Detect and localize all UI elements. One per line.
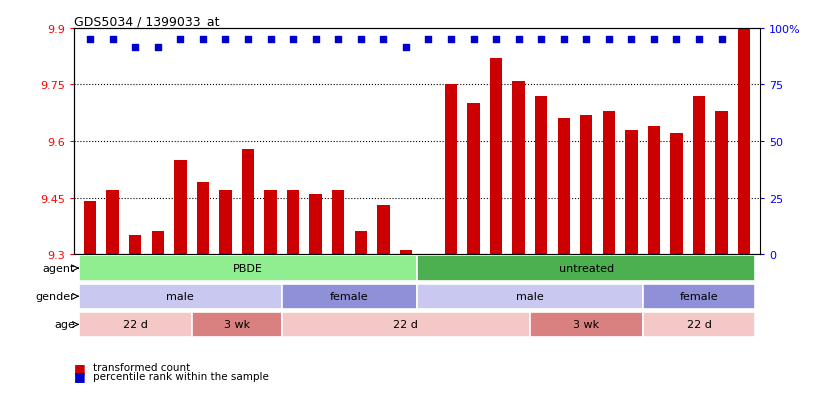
Bar — [535, 97, 548, 254]
Point — [422, 37, 435, 43]
Point — [534, 37, 548, 43]
Point — [197, 37, 210, 43]
Bar — [332, 190, 344, 254]
Bar — [84, 202, 97, 254]
Text: age: age — [54, 320, 75, 330]
Text: ■: ■ — [74, 369, 86, 382]
Text: 3 wk: 3 wk — [224, 320, 249, 330]
Point — [490, 37, 503, 43]
Bar — [444, 85, 457, 254]
Bar — [603, 112, 615, 254]
Text: male: male — [516, 292, 544, 301]
Point — [287, 37, 300, 43]
Point — [354, 37, 368, 43]
Text: percentile rank within the sample: percentile rank within the sample — [93, 371, 268, 381]
Bar — [468, 104, 480, 254]
Bar — [78, 256, 417, 281]
Point — [557, 37, 570, 43]
Point — [692, 37, 705, 43]
Text: gender: gender — [35, 292, 75, 301]
Bar — [512, 81, 525, 254]
Text: untreated: untreated — [558, 263, 614, 273]
Bar — [197, 183, 209, 254]
Bar — [310, 194, 322, 254]
Point — [219, 37, 232, 43]
Point — [129, 44, 142, 51]
Text: female: female — [330, 292, 368, 301]
Bar — [282, 312, 530, 337]
Bar — [354, 232, 367, 254]
Point — [106, 37, 119, 43]
Bar — [738, 29, 750, 254]
Point — [331, 37, 344, 43]
Bar — [78, 284, 282, 309]
Text: GDS5034 / 1399033_at: GDS5034 / 1399033_at — [74, 15, 220, 28]
Bar — [264, 190, 277, 254]
Point — [264, 37, 278, 43]
Bar — [670, 134, 682, 254]
Bar — [78, 312, 192, 337]
Point — [624, 37, 638, 43]
Point — [512, 37, 525, 43]
Text: ■: ■ — [74, 361, 86, 374]
Bar — [625, 131, 638, 254]
Text: 22 d: 22 d — [686, 320, 711, 330]
Point — [715, 37, 729, 43]
Bar — [400, 251, 412, 254]
Point — [309, 37, 322, 43]
Bar — [129, 236, 141, 254]
Point — [670, 37, 683, 43]
Text: transformed count: transformed count — [93, 363, 190, 373]
Bar — [580, 115, 592, 254]
Bar — [693, 97, 705, 254]
Point — [173, 37, 187, 43]
Bar — [192, 312, 282, 337]
Point — [467, 37, 480, 43]
Bar — [558, 119, 570, 254]
Bar — [287, 190, 299, 254]
Point — [648, 37, 661, 43]
Bar — [174, 160, 187, 254]
Point — [83, 37, 97, 43]
Point — [151, 44, 164, 51]
Bar — [417, 256, 756, 281]
Text: PBDE: PBDE — [233, 263, 263, 273]
Bar — [643, 284, 756, 309]
Text: agent: agent — [42, 263, 75, 273]
Point — [241, 37, 254, 43]
Bar — [648, 127, 660, 254]
Bar — [490, 59, 502, 254]
Bar — [530, 312, 643, 337]
Bar — [417, 284, 643, 309]
Bar — [242, 149, 254, 254]
Bar — [715, 112, 728, 254]
Text: 3 wk: 3 wk — [573, 320, 600, 330]
Bar — [643, 312, 756, 337]
Bar — [377, 206, 390, 254]
Text: 22 d: 22 d — [393, 320, 418, 330]
Bar — [282, 284, 417, 309]
Bar — [107, 190, 119, 254]
Point — [580, 37, 593, 43]
Bar — [219, 190, 231, 254]
Point — [738, 14, 751, 21]
Text: 22 d: 22 d — [123, 320, 148, 330]
Point — [399, 44, 412, 51]
Text: male: male — [167, 292, 194, 301]
Text: female: female — [680, 292, 719, 301]
Point — [377, 37, 390, 43]
Point — [602, 37, 615, 43]
Point — [444, 37, 458, 43]
Bar — [152, 232, 164, 254]
